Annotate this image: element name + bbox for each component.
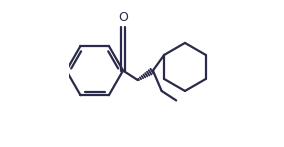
Text: O: O: [118, 11, 128, 24]
